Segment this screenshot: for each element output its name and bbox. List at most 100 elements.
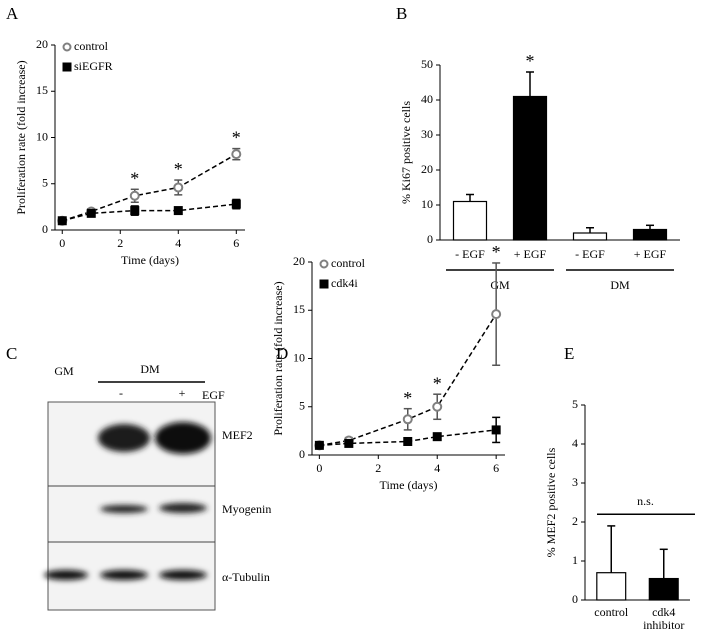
marker [231,199,241,209]
band-label: MEF2 [222,428,253,442]
x-tick-label: + EGF [514,247,547,261]
marker [173,182,184,193]
blot-band [98,424,150,452]
bar [512,95,548,241]
marker [402,414,413,425]
error-bar [607,525,616,573]
marker [344,438,354,448]
y-tick-label: 30 [421,127,433,141]
y-axis-label: % MEF2 positive cells [544,447,558,557]
significance-mark: * [174,159,183,179]
error-bar [646,224,654,230]
bar [572,232,608,241]
x-tick-label: 6 [233,236,239,250]
significance-mark: * [433,373,442,393]
marker [432,401,443,412]
panel-letter: C [6,344,17,363]
y-tick-label: 15 [293,302,305,316]
y-tick-label: 40 [421,92,433,106]
group-label: DM [610,278,630,292]
legend-marker [62,62,72,72]
blot-band [159,570,207,580]
significance-mark: * [403,388,412,408]
x-tick-label: 6 [493,461,499,475]
annotation: n.s. [637,494,654,508]
legend-label: cdk4i [331,276,358,290]
y-axis-label: Proliferation rate (fold increase) [14,60,28,214]
bar [452,200,488,241]
x-tick-label: 0 [59,236,65,250]
y-tick-label: 10 [421,197,433,211]
y-tick-label: 4 [572,436,578,450]
y-axis-label: % Ki67 positive cells [399,101,413,204]
legend-marker [319,279,329,289]
x-tick-label: 4 [175,236,181,250]
y-tick-label: 20 [293,254,305,268]
marker [403,436,413,446]
x-axis-label: Time (days) [121,253,179,267]
error-bar [526,71,534,97]
y-tick-label: 3 [572,475,578,489]
x-tick-label: - EGF [575,247,605,261]
x-tick-label-box: cdk4 inhibitor [643,606,685,632]
error-bar [659,548,668,579]
y-axis-label: Proliferation rate (fold increase) [271,281,285,435]
x-tick-label: + EGF [634,247,667,261]
panel-letter: B [396,4,407,23]
blot-band [100,570,148,580]
blot-band [159,503,207,513]
treatment-name: EGF [202,388,225,402]
error-bar [466,193,474,202]
panel-letter: A [6,4,19,23]
treatment-label: - [119,386,123,400]
y-tick-label: 0 [299,447,305,461]
legend-marker [319,259,329,269]
bar [648,577,679,601]
condition-label: DM [140,362,160,376]
band-label: Myogenin [222,502,271,516]
x-tick-label: - EGF [455,247,485,261]
x-axis-label: Time (days) [380,478,438,492]
y-tick-label: 5 [572,397,578,411]
blot-panel: C GM DM - + EGF MEF2 Myogenin α-Tubulin [6,344,271,611]
significance-mark: * [526,51,535,71]
y-tick-label: 5 [42,176,48,190]
significance-mark: * [130,168,139,188]
y-tick-label: 20 [36,37,48,51]
legend-marker [62,42,72,52]
significance-mark: * [232,128,241,148]
bar [632,228,668,241]
x-tick-label: 2 [375,461,381,475]
y-tick-label: 5 [299,399,305,413]
group-label: GM [490,278,510,292]
y-tick-label: 15 [36,83,48,97]
panel-letter: D [276,344,288,363]
x-tick-label: cdk4 inhibitor [643,606,685,632]
y-tick-label: 0 [427,232,433,246]
x-tick-label: 4 [434,461,440,475]
blot-band [155,422,211,454]
y-tick-label: 0 [572,592,578,606]
marker [491,309,502,320]
y-tick-label: 2 [572,514,578,528]
x-tick-label: control [594,606,629,619]
blot-band [44,570,88,580]
x-tick-label: 2 [117,236,123,250]
legend-label: siEGFR [74,59,113,73]
y-tick-label: 1 [572,553,578,567]
error-bar [586,227,594,233]
y-tick-label: 20 [421,162,433,176]
marker [231,149,242,160]
condition-label: GM [54,364,74,378]
marker [86,208,96,218]
bar [596,572,627,601]
blot-bands [44,422,211,580]
y-tick-label: 50 [421,57,433,71]
panel-letter: E [564,344,574,363]
x-tick-label: 0 [316,461,322,475]
marker [57,216,67,226]
treatment-label: + [179,386,186,400]
band-label: α-Tubulin [222,570,270,584]
legend-label: control [74,39,109,53]
